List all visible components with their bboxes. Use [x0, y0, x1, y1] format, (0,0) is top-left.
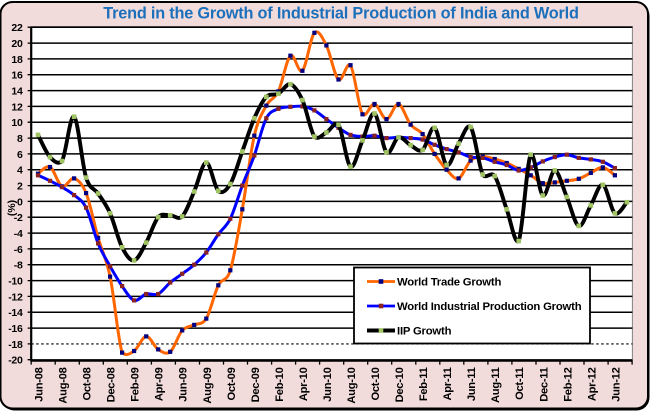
svg-text:22: 22 [11, 22, 23, 34]
svg-text:0: 0 [17, 196, 23, 208]
svg-text:Aug-08: Aug-08 [58, 367, 70, 403]
svg-text:20: 20 [11, 38, 23, 50]
svg-text:Dec-08: Dec-08 [106, 367, 118, 402]
svg-text:Oct-09: Oct-09 [226, 367, 238, 400]
svg-text:Jun-08: Jun-08 [34, 367, 46, 401]
svg-text:Jun-12: Jun-12 [610, 367, 622, 401]
svg-text:Dec-11: Dec-11 [538, 367, 550, 401]
svg-text:Apr-11: Apr-11 [442, 367, 454, 400]
svg-text:6: 6 [17, 149, 23, 161]
svg-text:-2: -2 [14, 212, 23, 224]
svg-text:-4: -4 [14, 228, 23, 240]
svg-text:Aug-10: Aug-10 [346, 367, 358, 403]
svg-text:14: 14 [11, 86, 23, 98]
svg-text:Aug-09: Aug-09 [202, 367, 214, 403]
svg-text:10: 10 [11, 117, 23, 129]
svg-text:Dec-10: Dec-10 [394, 367, 406, 402]
svg-text:-16: -16 [8, 323, 23, 335]
svg-text:Oct-10: Oct-10 [370, 367, 382, 400]
svg-text:-12: -12 [8, 291, 23, 303]
svg-text:Oct-11: Oct-11 [514, 367, 526, 399]
svg-text:Apr-09: Apr-09 [154, 367, 166, 401]
svg-text:Jun-11: Jun-11 [466, 367, 478, 401]
svg-text:Feb-12: Feb-12 [562, 367, 574, 401]
svg-text:18: 18 [11, 54, 23, 66]
svg-text:Feb-09: Feb-09 [130, 367, 142, 401]
svg-text:Feb-11: Feb-11 [418, 367, 430, 401]
svg-text:(%): (%) [6, 200, 18, 216]
svg-text:Apr-10: Apr-10 [298, 367, 310, 401]
svg-text:-20: -20 [8, 355, 23, 367]
svg-text:Jun-09: Jun-09 [178, 367, 190, 401]
svg-text:16: 16 [11, 70, 23, 82]
svg-text:World Trade Growth: World Trade Growth [397, 277, 501, 289]
svg-text:Dec-09: Dec-09 [250, 367, 262, 402]
svg-text:-8: -8 [14, 260, 23, 272]
svg-text:-10: -10 [8, 276, 23, 288]
svg-text:-14: -14 [8, 307, 23, 319]
svg-text:-18: -18 [8, 339, 23, 351]
svg-text:-6: -6 [14, 244, 23, 256]
svg-text:Jun-10: Jun-10 [322, 367, 334, 401]
svg-text:Trend in the Growth of Industr: Trend in the Growth of Industrial Produc… [103, 5, 579, 23]
svg-text:Aug-11: Aug-11 [490, 367, 502, 403]
svg-text:Apr-12: Apr-12 [586, 367, 598, 401]
svg-text:2: 2 [17, 181, 23, 193]
svg-text:Oct-08: Oct-08 [82, 367, 94, 400]
svg-text:4: 4 [17, 165, 23, 177]
svg-text:World Industrial Production Gr: World Industrial Production Growth [397, 301, 582, 313]
svg-text:Feb-10: Feb-10 [274, 367, 286, 401]
svg-text:IIP Growth: IIP Growth [397, 326, 452, 338]
svg-text:8: 8 [17, 133, 23, 145]
svg-text:12: 12 [11, 101, 23, 113]
